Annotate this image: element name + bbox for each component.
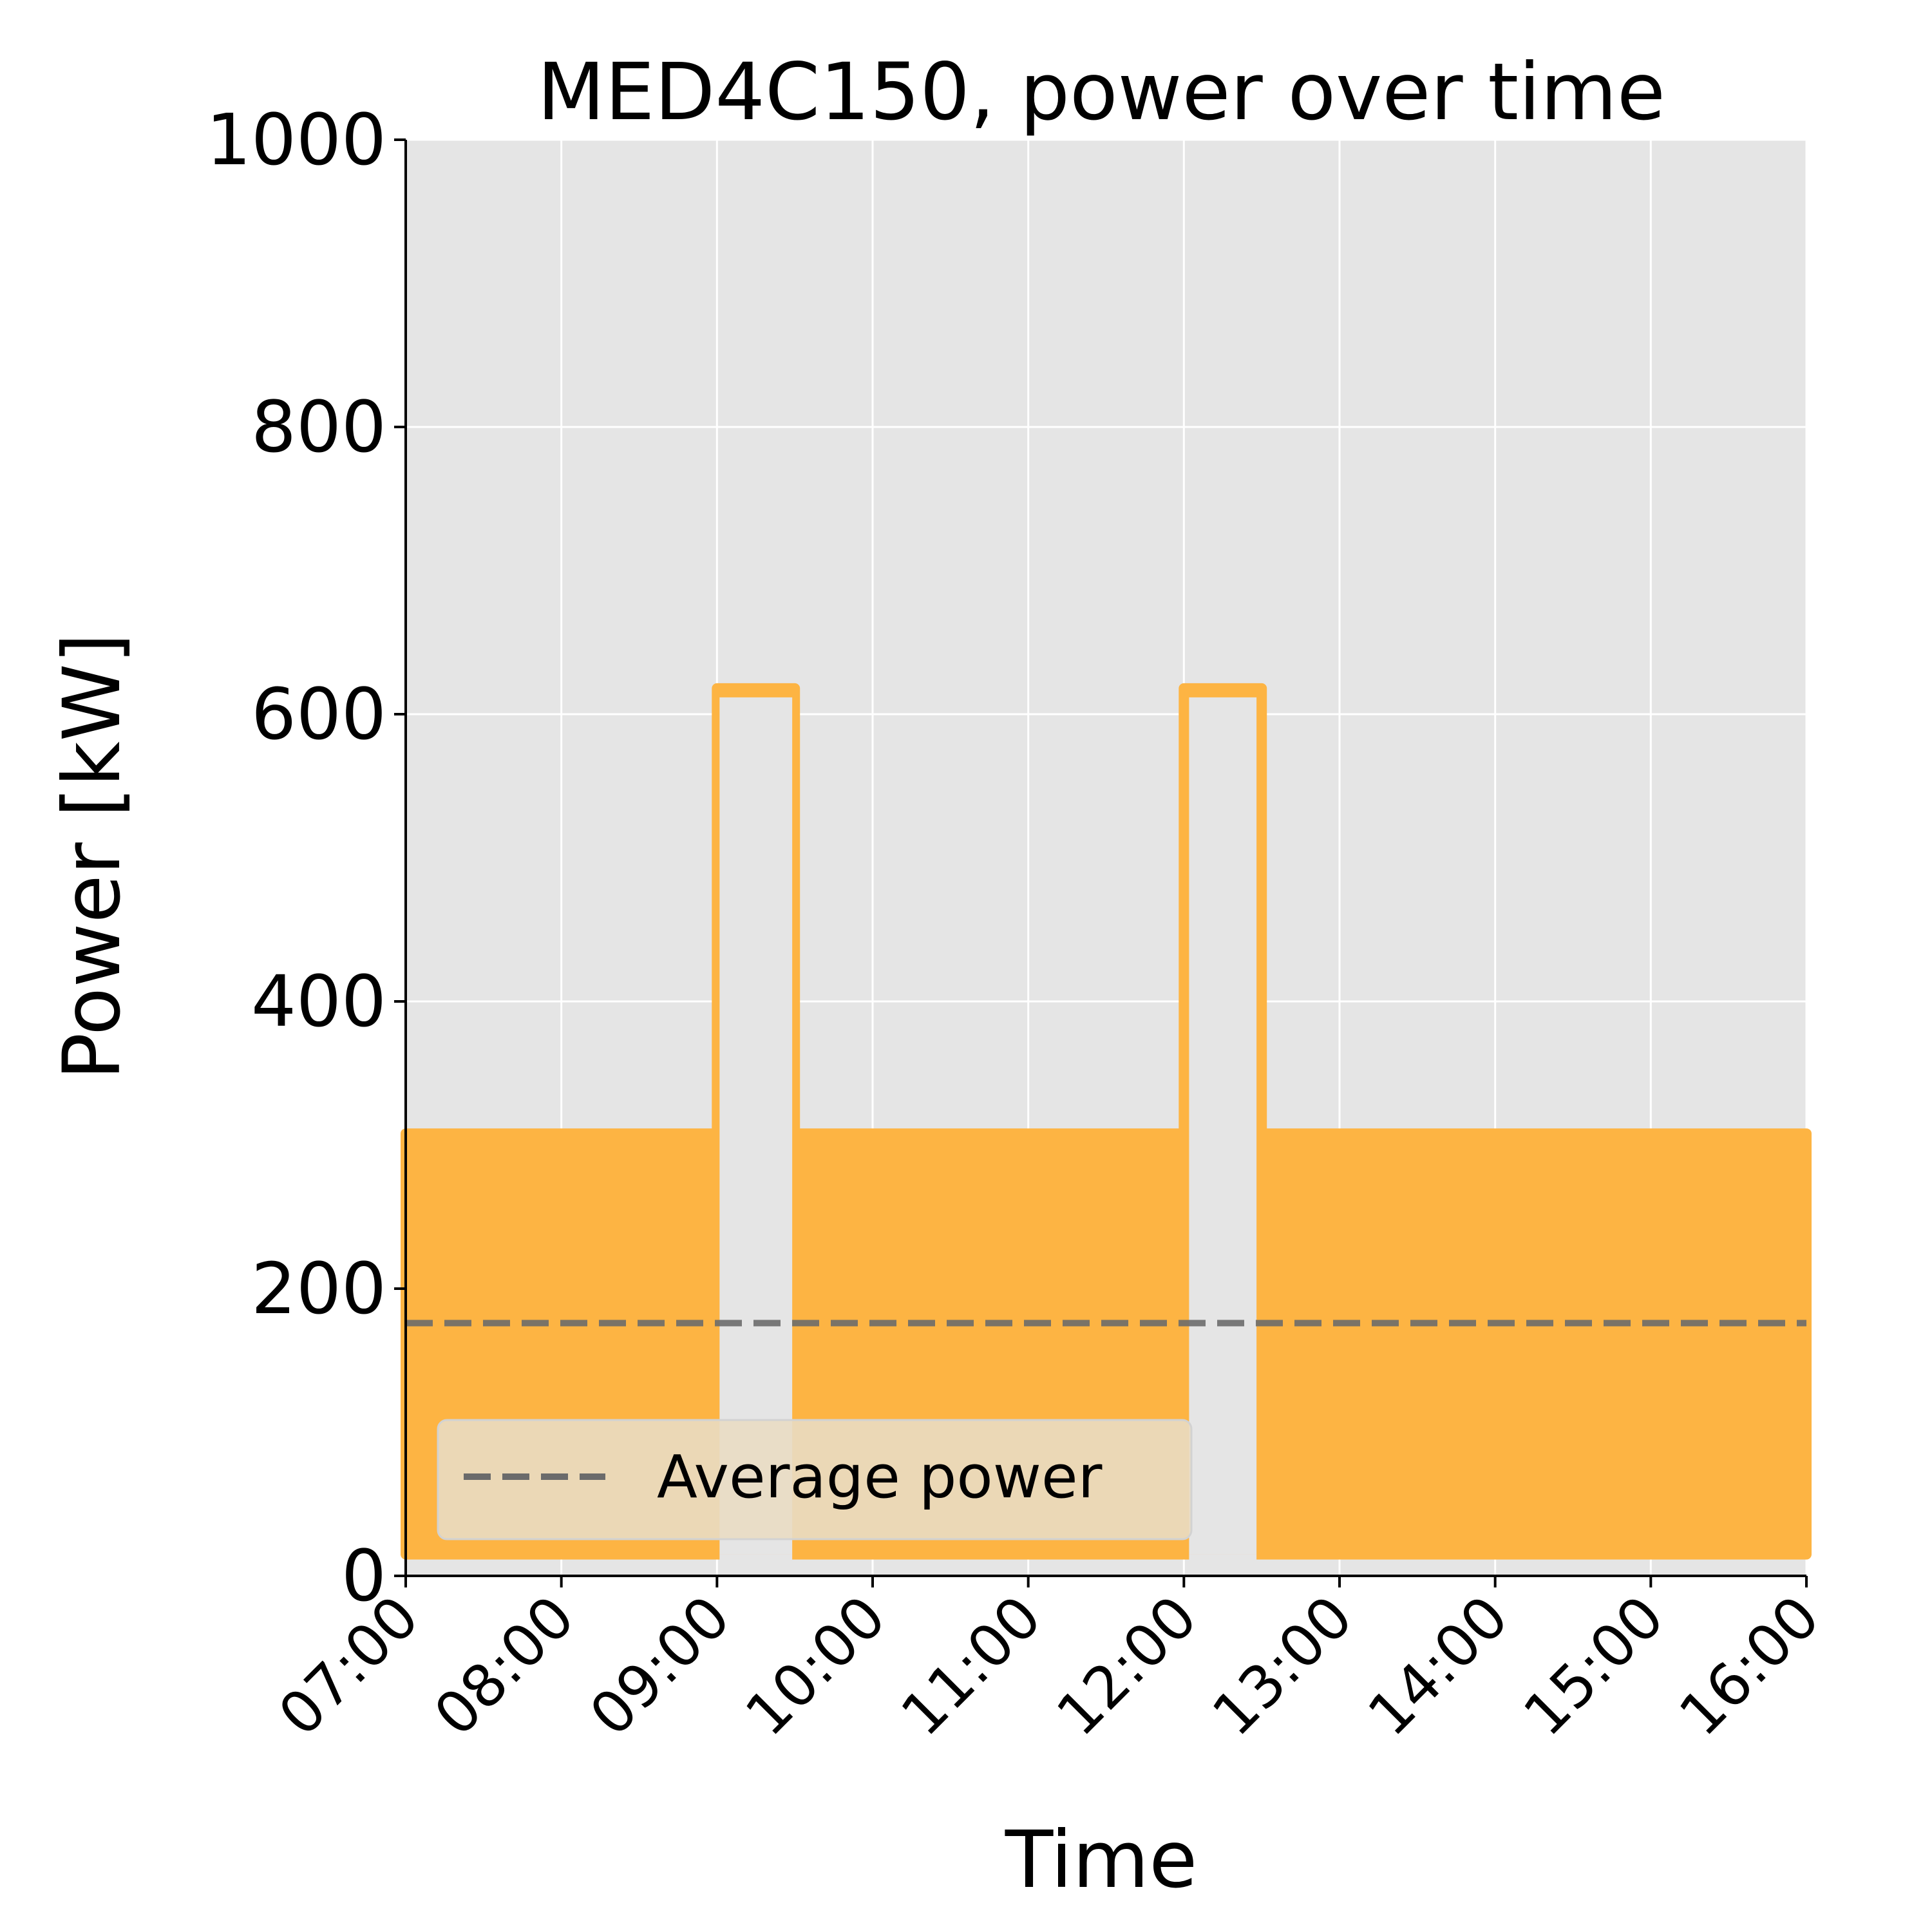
- x-tick-label: 08:00: [422, 1583, 588, 1749]
- y-tick-label: 1000: [206, 99, 386, 181]
- axes: [404, 140, 1806, 1577]
- y-tick-label: 0: [341, 1535, 386, 1617]
- x-tick-label: 13:00: [1200, 1583, 1366, 1749]
- legend-box: [437, 1419, 1193, 1540]
- power-band-layer: [401, 683, 1812, 1576]
- y-tick-label: 600: [251, 673, 386, 755]
- band-gap-floor: [1189, 1554, 1257, 1576]
- y-tick-label: 800: [251, 386, 386, 468]
- x-tick-label: 12:00: [1044, 1583, 1210, 1749]
- x-axis-label: Time: [1005, 1814, 1198, 1906]
- x-tick-label: 14:00: [1356, 1583, 1522, 1749]
- band-gap: [1189, 697, 1257, 1555]
- y-axis-label: Power [kW]: [46, 633, 138, 1080]
- band-gap: [719, 697, 793, 1555]
- chart-title: MED4C150, power over time: [537, 46, 1665, 138]
- legend-average-label: Average power: [657, 1443, 1103, 1511]
- x-tick-label: 11:00: [889, 1583, 1055, 1749]
- band-gap-floor: [719, 1554, 793, 1576]
- x-tick-label: 10:00: [733, 1583, 899, 1749]
- x-tick-label: 16:00: [1667, 1583, 1833, 1749]
- x-tick-label: 09:00: [577, 1583, 743, 1749]
- x-tick-label: 15:00: [1511, 1583, 1677, 1749]
- y-tick-label: 200: [251, 1247, 386, 1330]
- y-tick-label: 400: [251, 960, 386, 1043]
- legend: Average power: [437, 1419, 1193, 1540]
